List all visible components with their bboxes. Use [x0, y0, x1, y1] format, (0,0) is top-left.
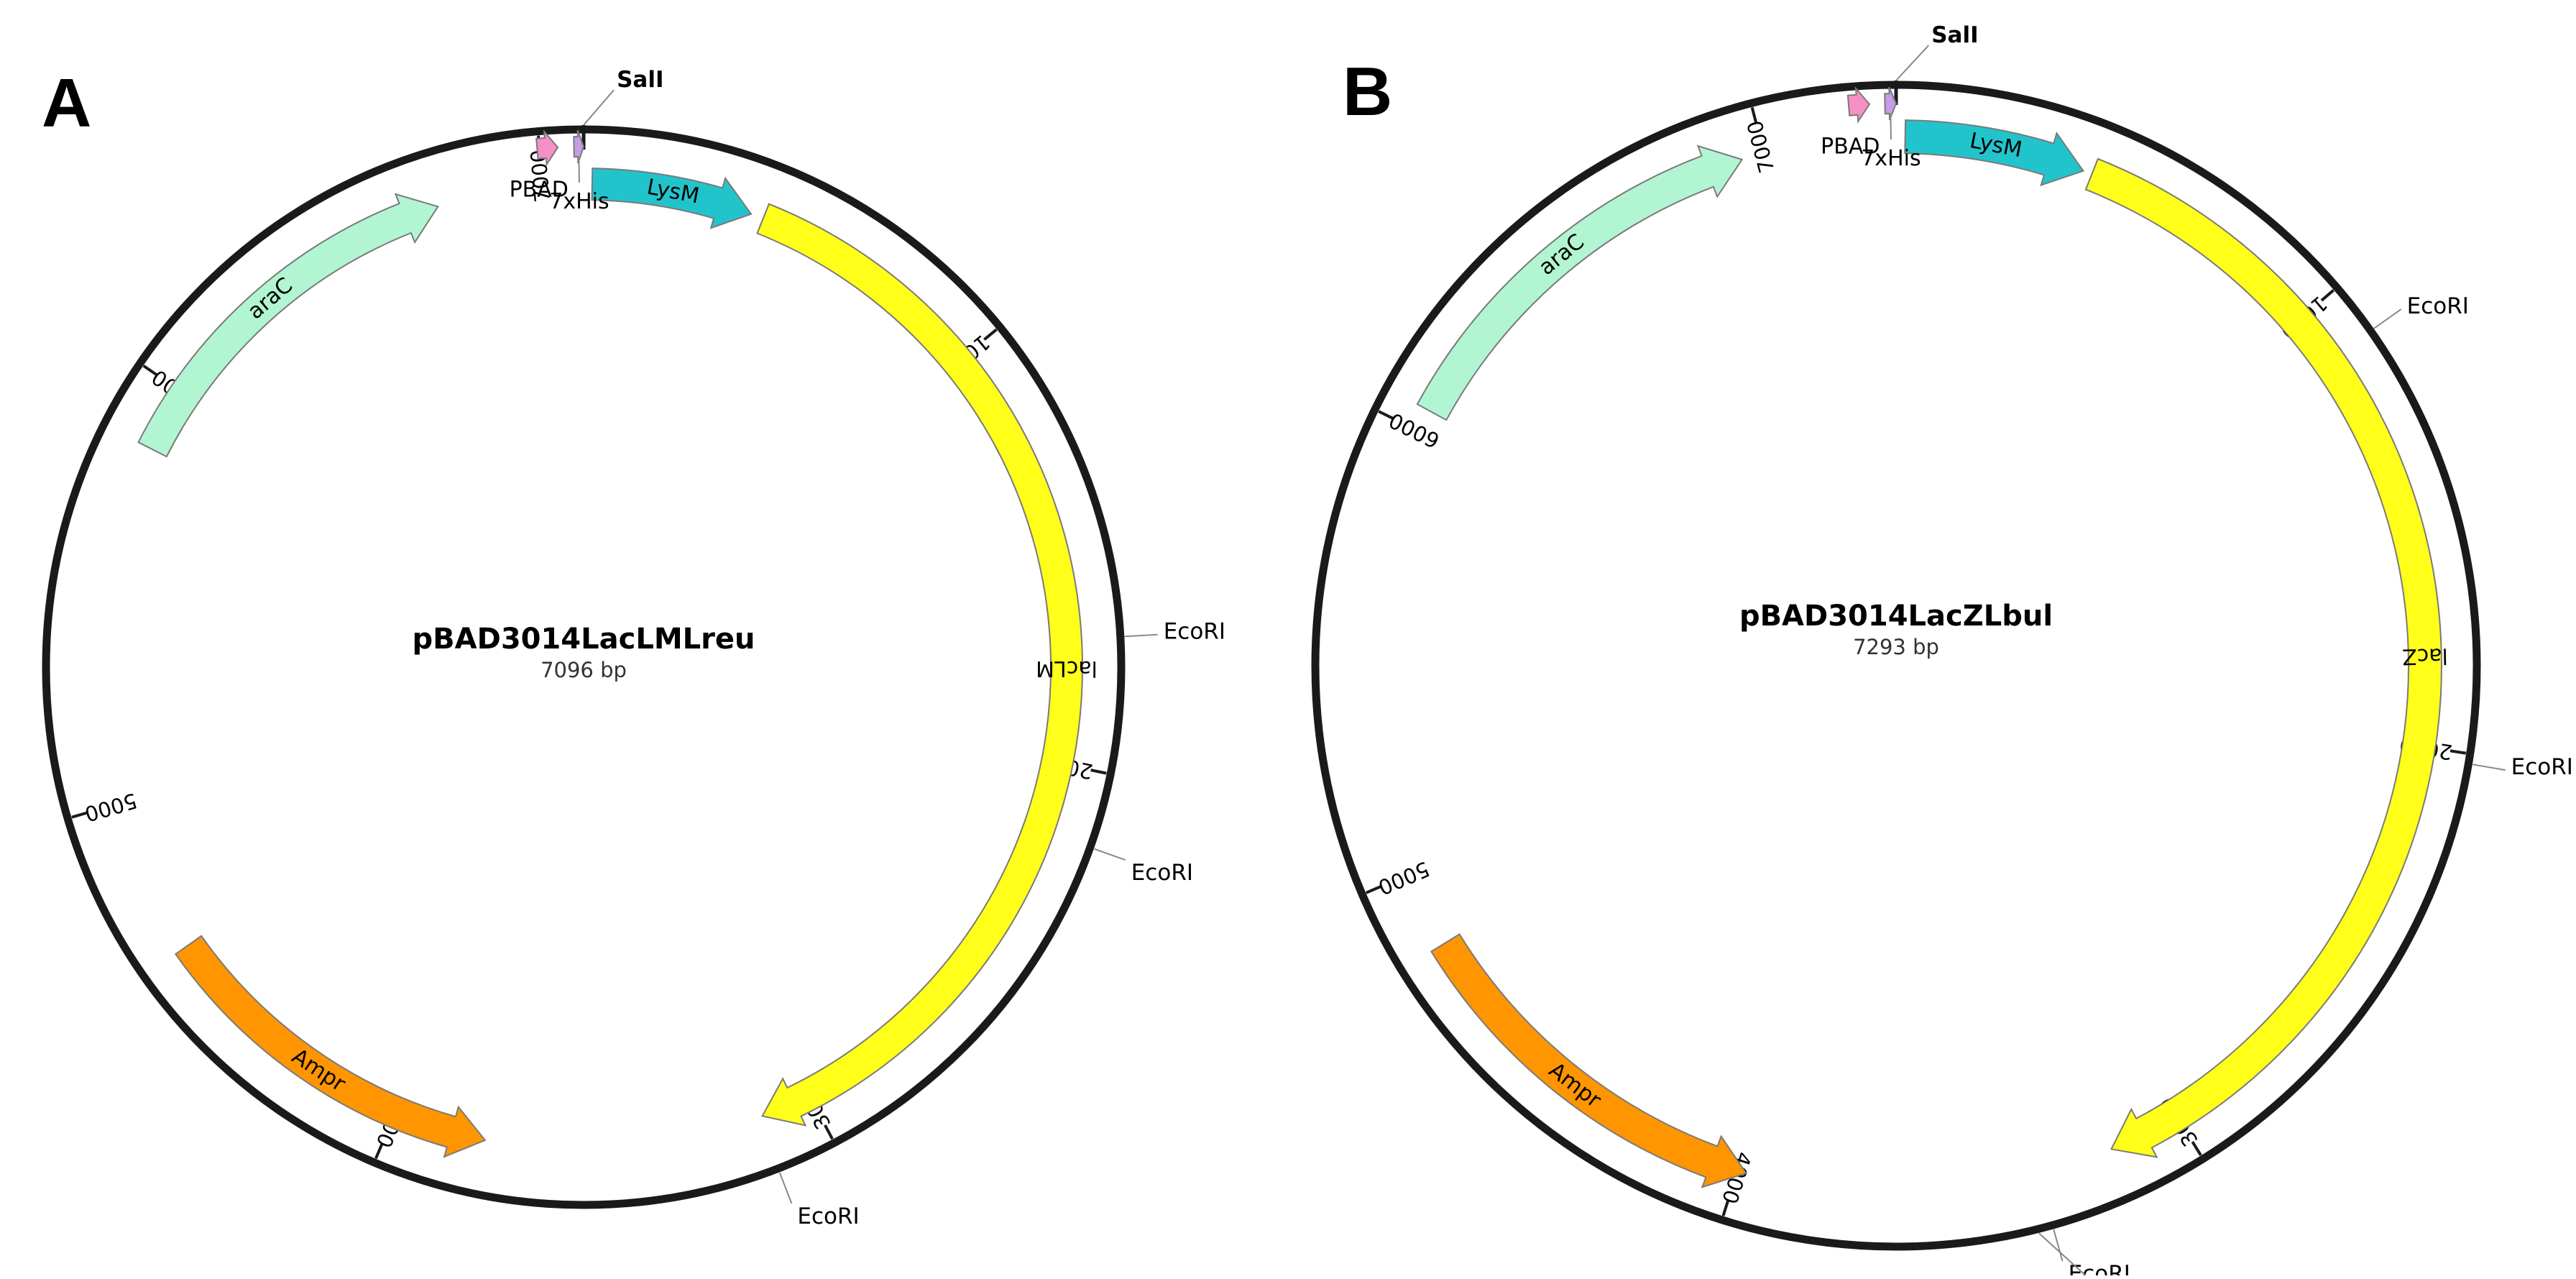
- tick-mark: [2191, 1141, 2202, 1156]
- tick-label: 6000: [1385, 408, 1443, 453]
- tick-mark: [71, 811, 88, 819]
- feature-arrow-ampr: [174, 935, 487, 1158]
- site-leader-line: [1124, 633, 1158, 638]
- site-leader-line: [583, 89, 615, 126]
- panel-letter: A: [42, 65, 91, 142]
- ecori-site-label: EcoRI: [1164, 619, 1225, 645]
- feature-arrow-7xhis: [1884, 86, 1898, 121]
- feature-label: lacZ: [2402, 643, 2448, 669]
- tick-mark: [2450, 749, 2467, 755]
- feature-label-pbad: PBAD: [510, 178, 569, 203]
- tick-mark: [1721, 1200, 1730, 1216]
- sali-site-label: SalI: [617, 67, 663, 93]
- tick-mark: [824, 1124, 834, 1140]
- tick-label: 5000: [1374, 856, 1432, 899]
- tick-mark: [1378, 410, 1394, 420]
- ecori-site-label: EcoRI: [2511, 754, 2573, 780]
- tick-mark: [1365, 885, 1381, 894]
- ecori-site-label: EcoRI: [1131, 860, 1193, 886]
- panel-letter: B: [1343, 53, 1392, 130]
- panel-b: B pBAD3014LacZLbul 7293 bp 1000200030004…: [1311, 22, 2573, 1279]
- feature-arrow-arac: [1416, 145, 1744, 421]
- tick-mark: [1090, 769, 1107, 775]
- plasmid-name: pBAD3014LacZLbul: [1739, 600, 2053, 633]
- tick-label: 5000: [82, 788, 139, 826]
- ecori-site-label: EcoRI: [2407, 293, 2469, 319]
- tick-mark: [983, 328, 998, 341]
- tick-mark: [1750, 106, 1758, 124]
- site-leader-line: [2472, 764, 2506, 771]
- site-leader-line: [2038, 1232, 2091, 1279]
- sali-site-label: SalI: [1931, 22, 1978, 48]
- plasmid-size: 7293 bp: [1853, 635, 1939, 659]
- feature-arrow-lysm: [591, 168, 753, 229]
- plasmid-size: 7096 bp: [540, 658, 627, 682]
- feature-arrow-arac: [137, 193, 439, 458]
- tick-mark: [142, 365, 158, 376]
- tick-mark: [374, 1143, 384, 1160]
- feature-label-7xhis: 7xHis: [549, 189, 609, 214]
- tick-label: 7000: [1742, 118, 1779, 175]
- site-leader-line: [2053, 1229, 2064, 1262]
- site-leader-line: [1094, 848, 1126, 861]
- feature-leader-line: [1890, 116, 1892, 140]
- feature-arrow-pbad: [535, 129, 559, 167]
- feature-arrow-lysm: [1904, 119, 2085, 187]
- feature-arrow-ampr: [1430, 933, 1747, 1188]
- panel-a: A pBAD3014LacLMLreu 7096 bp 100020003000…: [42, 65, 1225, 1229]
- site-leader-line: [1895, 45, 1929, 81]
- feature-arrow-lacz: [2084, 157, 2442, 1158]
- ecori-site-label: EcoRI: [797, 1204, 859, 1229]
- site-leader-line: [778, 1172, 793, 1204]
- feature-arrow-pbad: [1846, 86, 1871, 124]
- feature-arrow-7xhis: [573, 129, 585, 164]
- feature-label: lacLM: [1036, 656, 1098, 681]
- site-leader-line: [2373, 308, 2402, 329]
- backbone-circle: [1311, 81, 2481, 1251]
- feature-arrow-laclm: [756, 203, 1083, 1127]
- tick-mark: [2320, 289, 2334, 302]
- feature-label-7xhis: 7xHis: [1861, 146, 1920, 171]
- plasmid-name: pBAD3014LacLMLreu: [413, 623, 755, 656]
- feature-label-pbad: PBAD: [1821, 134, 1880, 160]
